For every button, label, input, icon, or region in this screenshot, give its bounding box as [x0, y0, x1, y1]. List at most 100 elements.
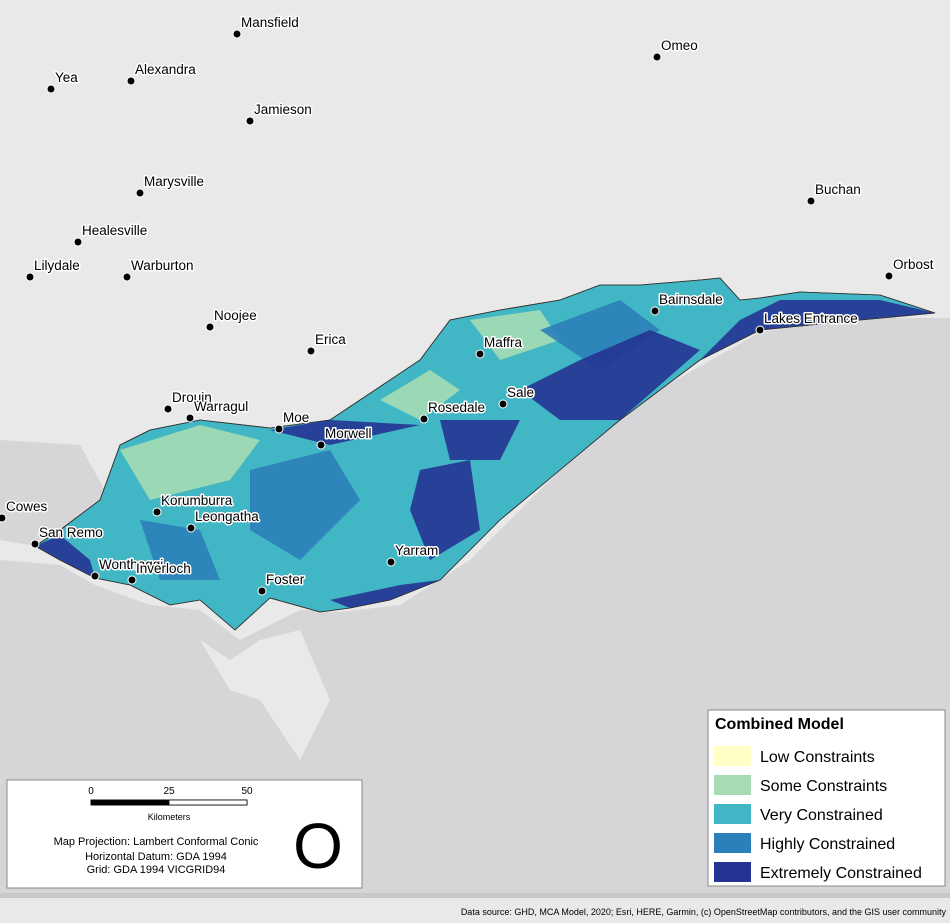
place-dot — [245, 116, 255, 126]
constraint-zone — [330, 580, 440, 608]
places: Mansfield Omeo Yea Alexandra Jamieson Marysvi… — [0, 14, 935, 596]
scale-tick-label: 0 — [88, 786, 94, 797]
place-label: Lakes Entrance — [764, 311, 858, 326]
place-label: San Remo — [39, 525, 103, 540]
promontory — [200, 630, 330, 760]
scale-tick-label: 25 — [163, 786, 175, 797]
legend-label: Very Constrained — [760, 807, 883, 824]
place-label: Noojee — [214, 308, 257, 323]
place-label: Warburton — [131, 258, 194, 273]
place-label: Lilydale — [34, 258, 80, 273]
place-label: Healesville — [82, 223, 147, 238]
place-dot — [25, 272, 35, 282]
place-dot — [755, 325, 765, 335]
place-dot — [186, 523, 196, 533]
footer-rule — [0, 893, 950, 898]
legend-label: Extremely Constrained — [760, 865, 922, 882]
constraint-zone — [35, 535, 95, 578]
north-arrow: O — [293, 810, 343, 882]
place-label: Morwell — [325, 426, 372, 441]
note: Horizontal Datum: GDA 1994 — [85, 851, 227, 863]
constraint-zone — [700, 300, 935, 360]
constraint-zone — [250, 450, 360, 560]
place-label: Erica — [315, 332, 346, 347]
place-dot — [274, 424, 284, 434]
scale-bar: 0 25 50 — [88, 786, 253, 806]
constraint-zone — [380, 370, 460, 420]
place-dot — [126, 76, 136, 86]
place-dot — [316, 440, 326, 450]
place-label: Cowes — [6, 499, 48, 514]
scale-frame — [6, 779, 363, 889]
place-label: Drouin — [172, 390, 212, 405]
place-label: Rosedale — [428, 400, 485, 415]
place-dot — [650, 306, 660, 316]
place-dot — [257, 586, 267, 596]
place-dot — [30, 539, 40, 549]
place-label: Buchan — [815, 182, 861, 197]
place-dot — [185, 413, 195, 423]
scale-tick-label: 50 — [241, 786, 253, 797]
constraint-zone — [470, 310, 560, 360]
place-dot — [163, 404, 173, 414]
place-dot — [127, 575, 137, 585]
legend-label: Highly Constrained — [760, 836, 895, 853]
place-dot — [306, 346, 316, 356]
region — [34, 277, 936, 631]
legend-box — [707, 709, 946, 887]
legend-swatch — [714, 862, 751, 882]
place-dot — [205, 322, 215, 332]
scale-box: 0 25 50 Kilometers Map Projection: Lambert… — [6, 779, 363, 889]
place-dot — [498, 399, 508, 409]
constraint-zone — [410, 460, 480, 560]
legend-swatch — [714, 804, 751, 824]
place-dot — [90, 571, 100, 581]
place-label: Leongatha — [195, 509, 259, 524]
place-label: Orbost — [893, 257, 934, 272]
place-dot — [386, 557, 396, 567]
place-dot — [73, 237, 83, 247]
region-outline — [34, 277, 936, 631]
note: Map Projection: Lambert Conformal Conic — [54, 836, 259, 848]
legend-swatch — [714, 833, 751, 853]
place-label: Sale — [507, 385, 534, 400]
place-label: Omeo — [661, 38, 698, 53]
place-dot — [0, 513, 7, 523]
place-dot — [135, 188, 145, 198]
legend: Combined Model Low Constraints Some Const… — [707, 709, 946, 887]
place-dot — [419, 414, 429, 424]
place-label: Yarram — [395, 543, 438, 558]
place-label: Mansfield — [241, 15, 299, 30]
place-label: Moe — [283, 410, 309, 425]
place-dot — [806, 196, 816, 206]
legend-label: Some Constraints — [760, 778, 887, 795]
legend-label: Low Constraints — [760, 749, 875, 766]
scale-segment — [168, 799, 248, 806]
place-dot — [46, 84, 56, 94]
constraint-zone — [440, 420, 520, 460]
place-dot — [475, 349, 485, 359]
legend-swatch — [714, 746, 751, 766]
place-label: Maffra — [484, 335, 523, 350]
constraint-zone — [270, 420, 420, 445]
legend-title: Combined Model — [715, 716, 844, 733]
place-dot — [232, 29, 242, 39]
constraint-zone — [520, 330, 700, 420]
data-source: Data source: GHD, MCA Model, 2020; Esri,… — [461, 907, 947, 917]
place-label: Inverloch — [136, 561, 191, 576]
place-label: Marysville — [144, 174, 204, 189]
constraint-zone — [140, 520, 220, 580]
place-dot — [122, 272, 132, 282]
place-label: Bairnsdale — [659, 292, 723, 307]
constraint-zone — [540, 300, 660, 370]
place-label: Alexandra — [135, 62, 196, 77]
place-dot — [152, 507, 162, 517]
scale-segment — [90, 799, 170, 806]
place-label: Warragul — [194, 399, 248, 414]
place-label: Wonthaggi — [99, 557, 163, 572]
legend-swatch — [714, 775, 751, 795]
constraint-zone — [120, 425, 260, 500]
place-label: Jamieson — [254, 102, 312, 117]
note: Grid: GDA 1994 VICGRID94 — [87, 864, 226, 876]
